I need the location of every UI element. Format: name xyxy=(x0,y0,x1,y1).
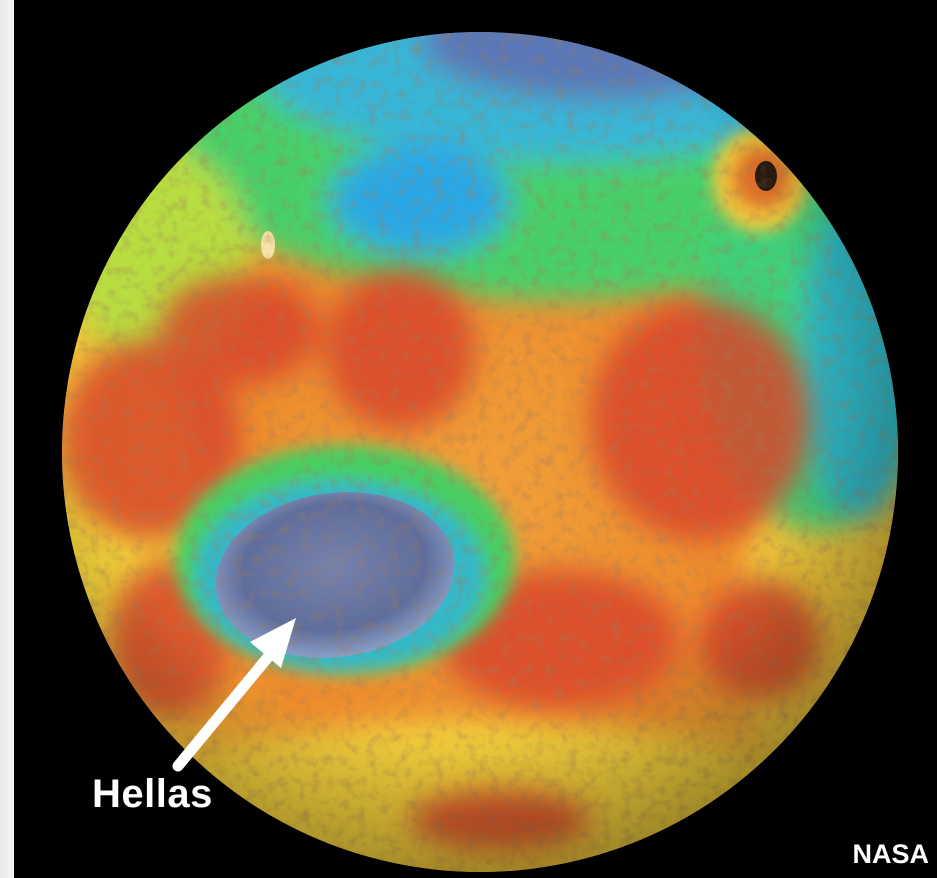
pointer-arrow xyxy=(172,618,296,772)
credit-label: NASA xyxy=(852,839,929,869)
left-border-strip xyxy=(0,0,14,878)
hellas-label: Hellas xyxy=(92,772,213,816)
globe-surface xyxy=(62,32,898,872)
